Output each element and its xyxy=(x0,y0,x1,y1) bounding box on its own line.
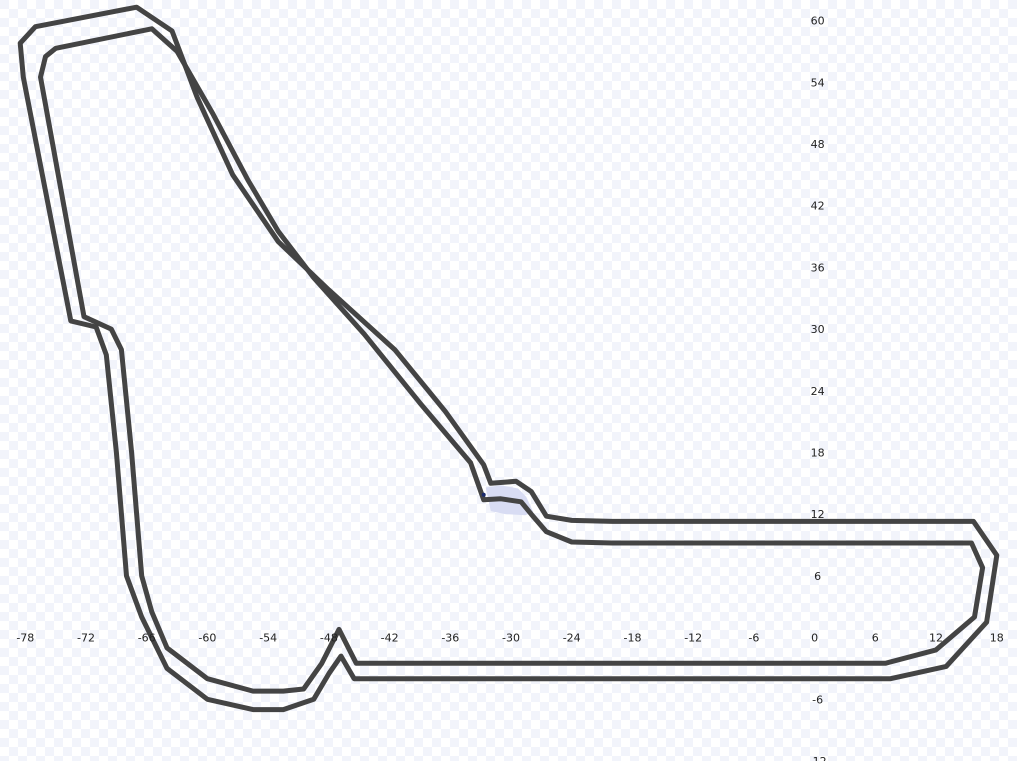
x-tick-label: -24 xyxy=(563,632,581,645)
inner-track-line xyxy=(38,26,986,694)
x-axis-ticks: -78 -72 -66 -60 -54 -48 -42 -36 -30 -24 -18 -12 -6 0 6… xyxy=(16,632,1003,645)
y-tick-label: -6 xyxy=(812,693,823,706)
y-tick-label: 6 xyxy=(814,570,821,583)
x-tick-label: 6 xyxy=(872,632,879,645)
y-tick-label: 24 xyxy=(811,385,825,398)
series-layer xyxy=(17,4,1000,713)
y-tick-label: -12 xyxy=(809,755,827,761)
x-tick-label: 18 xyxy=(990,632,1004,645)
y-axis-ticks: 60 54 48 42 36 30 24 18 12 6 -6 -12 xyxy=(809,15,827,761)
x-tick-label: -66 xyxy=(138,632,156,645)
marker-layer xyxy=(481,492,486,497)
y-tick-label: 48 xyxy=(811,138,825,151)
y-tick-label: 12 xyxy=(811,508,825,521)
x-tick-label: -30 xyxy=(502,632,520,645)
x-tick-label: -60 xyxy=(198,632,216,645)
y-tick-label: 36 xyxy=(811,261,825,274)
x-tick-label: -36 xyxy=(441,632,459,645)
x-tick-label: -48 xyxy=(320,632,338,645)
y-tick-label: 54 xyxy=(811,76,825,89)
x-tick-label: 12 xyxy=(929,632,943,645)
x-tick-label: -42 xyxy=(381,632,399,645)
y-tick-label: 60 xyxy=(811,15,825,28)
y-tick-label: 18 xyxy=(811,447,825,460)
x-tick-label: -18 xyxy=(624,632,642,645)
x-tick-label: -72 xyxy=(77,632,95,645)
y-tick-label: 30 xyxy=(811,323,825,336)
x-tick-label: -6 xyxy=(748,632,759,645)
x-tick-label: -12 xyxy=(684,632,702,645)
y-tick-label: 42 xyxy=(811,200,825,213)
x-tick-label: -54 xyxy=(259,632,277,645)
x-tick-label: 0 xyxy=(811,632,818,645)
position-marker xyxy=(481,492,486,497)
x-tick-label: -78 xyxy=(16,632,34,645)
outer-track-line xyxy=(17,4,1000,713)
